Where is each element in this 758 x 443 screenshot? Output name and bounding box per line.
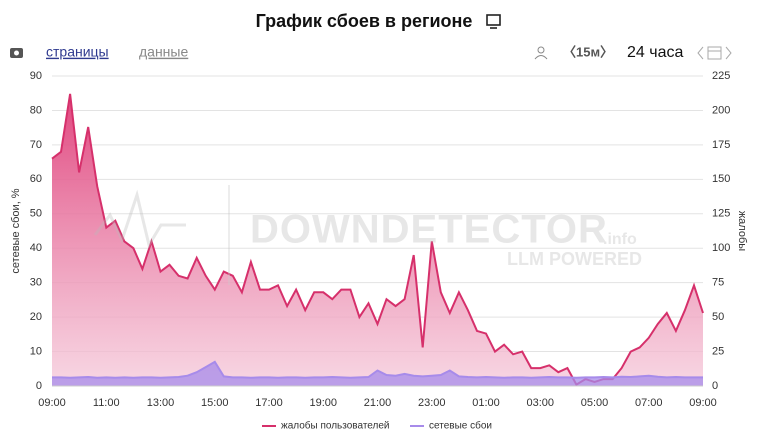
x-tick-label: 13:00 xyxy=(147,397,175,409)
y2-tick-label: 0 xyxy=(712,380,718,392)
y2-tick-label: 200 xyxy=(712,104,730,116)
y2-tick-label: 175 xyxy=(712,139,730,151)
legend-label: жалобы пользователей xyxy=(281,420,390,432)
watermark: DOWNDETECTOR .info LLM POWERED xyxy=(93,185,642,285)
y-tick-label: 30 xyxy=(30,277,42,289)
x-tick-label: 07:00 xyxy=(635,397,663,409)
plot: 0 10 20 30 40 50 60 70 80 90 0 25 50 75 100 125 150 175 20… xyxy=(30,70,731,409)
user-icon[interactable] xyxy=(534,46,548,60)
range-label[interactable]: 24 часа xyxy=(627,44,683,61)
y-tick-label: 20 xyxy=(30,311,42,323)
tab-data[interactable]: данные xyxy=(139,44,188,60)
area-fill xyxy=(52,361,703,386)
y2-tick-label: 25 xyxy=(712,345,724,357)
tab-pages[interactable]: страницы xyxy=(46,44,109,60)
watermark-suffix: .info xyxy=(603,231,637,248)
watermark-brand: DOWNDETECTOR xyxy=(250,208,608,252)
x-tick-label: 09:00 xyxy=(38,397,66,409)
monitor-icon xyxy=(486,14,501,29)
y2-tick-label: 125 xyxy=(712,208,730,220)
y2-tick-label: 100 xyxy=(712,242,730,254)
y-tick-label: 50 xyxy=(30,208,42,220)
x-tick-label: 17:00 xyxy=(255,397,283,409)
y-tick-label: 10 xyxy=(30,345,42,357)
series-line xyxy=(52,360,703,379)
y2-axis-label: жалобы xyxy=(736,211,748,251)
legend-label: сетевые сбои xyxy=(429,420,492,432)
y-tick-label: 70 xyxy=(30,139,42,151)
x-tick-label: 11:00 xyxy=(93,397,120,409)
y-tick-label: 90 xyxy=(30,70,42,82)
y2-tick-label: 150 xyxy=(712,173,730,185)
x-tick-label: 09:00 xyxy=(689,397,717,409)
y-tick-label: 0 xyxy=(36,380,42,392)
x-tick-label: 15:00 xyxy=(201,397,229,409)
x-tick-label: 03:00 xyxy=(526,397,554,409)
x-tick-label: 21:00 xyxy=(364,397,392,409)
y2-tick-label: 50 xyxy=(712,311,724,323)
x-tick-label: 19:00 xyxy=(309,397,337,409)
step-selector[interactable]: 〈15м〉 xyxy=(563,44,613,59)
y-tick-label: 40 xyxy=(30,242,42,254)
y2-tick-label: 225 xyxy=(712,70,730,82)
y-axis-label: сетевые сбои, % xyxy=(10,188,22,273)
page-title: График сбоев в регионе xyxy=(256,11,473,31)
watermark-tagline: LLM POWERED xyxy=(507,249,642,269)
y-tick-label: 80 xyxy=(30,104,42,116)
y-tick-label: 60 xyxy=(30,173,42,185)
x-tick-label: 23:00 xyxy=(418,397,446,409)
camera-icon[interactable] xyxy=(10,48,23,58)
x-tick-label: 01:00 xyxy=(472,397,500,409)
calendar-icon[interactable] xyxy=(697,46,732,60)
x-tick-label: 05:00 xyxy=(581,397,609,409)
y2-tick-label: 75 xyxy=(712,277,724,289)
area-fill xyxy=(52,93,703,387)
